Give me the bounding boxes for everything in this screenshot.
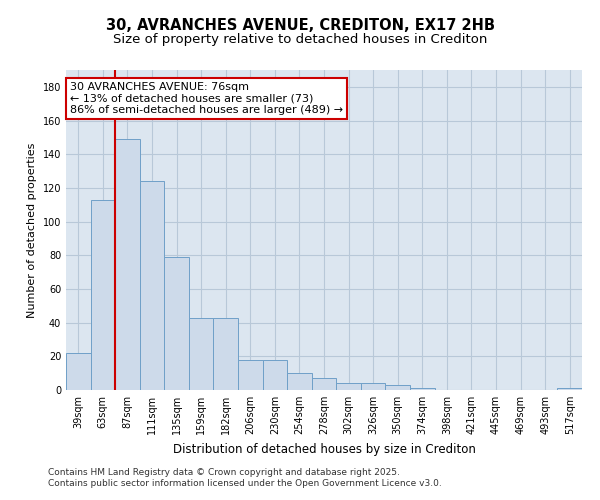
Bar [66, 353, 91, 390]
Bar [336, 384, 361, 390]
Y-axis label: Number of detached properties: Number of detached properties [27, 142, 37, 318]
Text: 30, AVRANCHES AVENUE, CREDITON, EX17 2HB: 30, AVRANCHES AVENUE, CREDITON, EX17 2HB [106, 18, 494, 32]
Bar [385, 385, 410, 390]
Bar [410, 388, 434, 390]
Bar [263, 360, 287, 390]
Text: 30 AVRANCHES AVENUE: 76sqm
← 13% of detached houses are smaller (73)
86% of semi: 30 AVRANCHES AVENUE: 76sqm ← 13% of deta… [70, 82, 343, 115]
Bar [115, 139, 140, 390]
Bar [140, 181, 164, 390]
Bar [287, 373, 312, 390]
Bar [164, 257, 189, 390]
X-axis label: Distribution of detached houses by size in Crediton: Distribution of detached houses by size … [173, 442, 475, 456]
Text: Size of property relative to detached houses in Crediton: Size of property relative to detached ho… [113, 32, 487, 46]
Text: Contains HM Land Registry data © Crown copyright and database right 2025.
Contai: Contains HM Land Registry data © Crown c… [48, 468, 442, 487]
Bar [361, 384, 385, 390]
Bar [91, 200, 115, 390]
Bar [214, 318, 238, 390]
Bar [238, 360, 263, 390]
Bar [312, 378, 336, 390]
Bar [557, 388, 582, 390]
Bar [189, 318, 214, 390]
